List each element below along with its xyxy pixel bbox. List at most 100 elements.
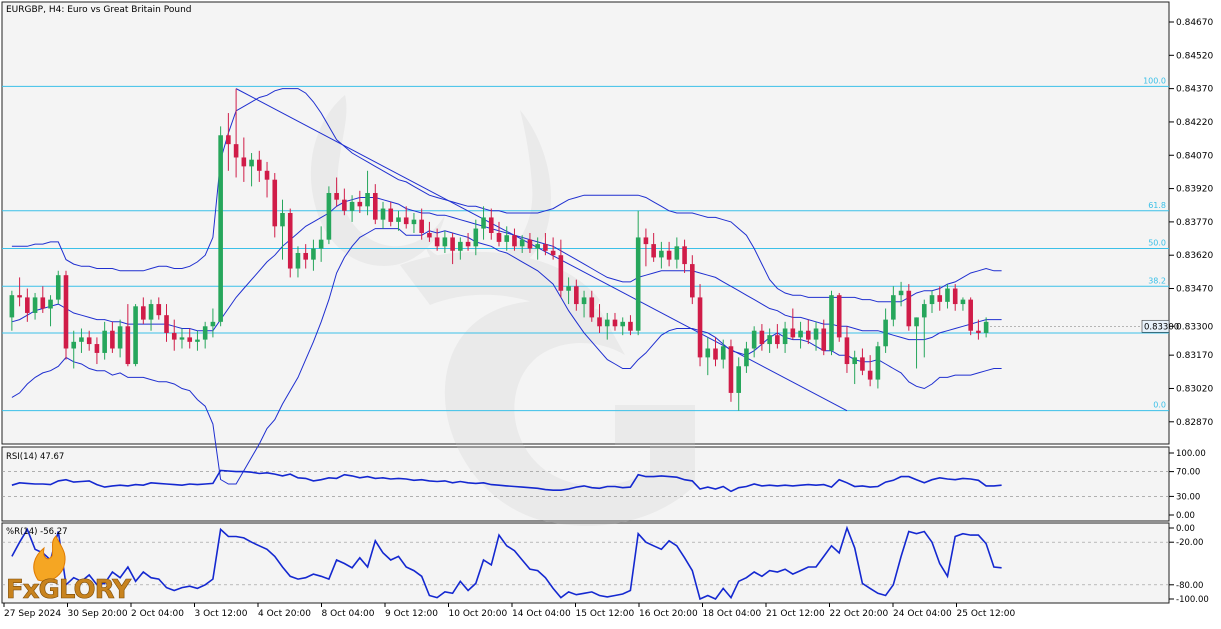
candle-body [287, 213, 293, 269]
price-tick-label: 0.84220 [1176, 118, 1213, 128]
candle-body [187, 337, 193, 342]
watermark-logo [310, 95, 695, 526]
candle-body [25, 297, 30, 313]
price-tick-label: 0.84370 [1176, 85, 1213, 95]
candle-body [929, 295, 935, 305]
candle [690, 255, 695, 305]
candle [458, 237, 463, 260]
price-tick-label: 0.83170 [1176, 351, 1213, 361]
candle [860, 348, 865, 376]
candle [697, 284, 703, 367]
candle-body [349, 201, 355, 211]
candle [651, 232, 656, 262]
candle [519, 235, 525, 253]
candle [295, 246, 301, 278]
candle-body [805, 330, 811, 340]
candle-body [628, 321, 633, 331]
flame-icon [33, 535, 66, 583]
rsi-title: RSI(14) 47.67 [6, 452, 64, 462]
candle-body [643, 237, 649, 245]
candle [411, 213, 417, 233]
candle [736, 357, 742, 411]
candle [883, 308, 888, 353]
time-tick-label: 9 Oct 12:00 [385, 609, 438, 619]
candle [775, 324, 780, 349]
candle-body [782, 328, 788, 345]
time-tick-label: 14 Oct 04:00 [512, 609, 571, 619]
candle-body [775, 335, 780, 345]
candle [195, 330, 200, 351]
candle-body [914, 317, 919, 327]
candle-body [79, 337, 84, 342]
fib-level-label: 100.0 [1143, 76, 1166, 85]
candle-body [241, 157, 247, 167]
candle [488, 208, 494, 240]
candle [867, 355, 873, 387]
candle-body [202, 326, 208, 340]
candle [86, 330, 92, 351]
candle-body [249, 159, 254, 167]
candle-body [164, 315, 169, 333]
candle [574, 279, 579, 311]
candle-body [937, 295, 943, 302]
candle [280, 199, 285, 260]
candle [891, 286, 896, 327]
candle [558, 239, 564, 298]
candle-body [264, 170, 270, 180]
candle [805, 319, 811, 345]
candle-body [218, 135, 223, 322]
candle [388, 201, 394, 227]
candle [233, 88, 239, 178]
time-tick-label: 25 Oct 12:00 [957, 609, 1016, 619]
candle [512, 228, 517, 251]
current-price-label: 0.83300 [1144, 322, 1179, 332]
price-panel [1, 1, 1170, 445]
candle [481, 206, 486, 240]
candle-body [736, 366, 742, 393]
candle-body [458, 241, 463, 251]
candle [442, 230, 448, 253]
candle [674, 237, 680, 269]
candle-body [550, 250, 556, 256]
candle-body [388, 208, 394, 222]
price-tick-label: 0.83300 [1176, 322, 1213, 332]
candle-body [898, 290, 904, 296]
candle-body [798, 330, 803, 338]
candle [836, 292, 842, 342]
candle-body [318, 239, 324, 249]
price-tick-label: 0.84070 [1176, 151, 1213, 161]
candle [767, 328, 772, 353]
candle-body [233, 144, 239, 158]
time-tick-label: 27 Sep 2024 [4, 609, 61, 619]
candle-body [720, 346, 726, 360]
candle-body [326, 193, 332, 240]
candle-body [867, 370, 873, 380]
candle [48, 295, 53, 327]
candle [968, 297, 973, 336]
candle-body [705, 348, 711, 358]
logo-text: FxGLORY [6, 575, 132, 605]
candle [914, 317, 919, 369]
candle [921, 299, 927, 358]
candle-body [976, 330, 981, 333]
candle [141, 297, 146, 325]
candle-body [589, 297, 595, 318]
candle-body [682, 246, 687, 265]
candle [798, 321, 803, 349]
candle-body [102, 330, 107, 353]
candle-body [156, 304, 162, 316]
candle [976, 319, 981, 340]
candle-body [419, 219, 424, 233]
candle [666, 241, 672, 267]
candle-body [527, 239, 533, 249]
candle-body [110, 330, 115, 349]
williams-r-tick-label: -20.00 [1176, 538, 1203, 548]
candle [527, 232, 533, 253]
candle-body [543, 244, 548, 251]
candle-body [690, 264, 695, 298]
candle [94, 337, 100, 365]
candle-body [94, 344, 100, 353]
candle-body [574, 286, 579, 305]
